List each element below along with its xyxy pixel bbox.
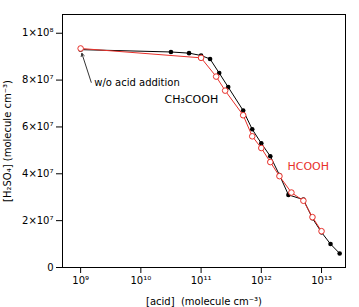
svg-text:[acid] (molecule cm⁻³): [acid] (molecule cm⁻³) bbox=[146, 296, 262, 307]
svg-text:10⁹: 10⁹ bbox=[72, 275, 89, 286]
svg-text:10¹²: 10¹² bbox=[251, 275, 272, 286]
svg-text:10¹¹: 10¹¹ bbox=[191, 275, 212, 286]
svg-text:6×10⁷: 6×10⁷ bbox=[22, 121, 53, 132]
svg-text:w/o acid addition: w/o acid addition bbox=[94, 77, 180, 88]
svg-text:8×10⁷: 8×10⁷ bbox=[22, 74, 53, 85]
svg-text:1×10⁸: 1×10⁸ bbox=[22, 27, 53, 38]
svg-text:[H₂SO₄] (molecule cm⁻³): [H₂SO₄] (molecule cm⁻³) bbox=[2, 80, 13, 202]
svg-text:CH₃COOH: CH₃COOH bbox=[165, 93, 219, 106]
svg-text:HCOOH: HCOOH bbox=[287, 160, 329, 173]
svg-text:4×10⁷: 4×10⁷ bbox=[22, 168, 53, 179]
svg-text:10¹⁰: 10¹⁰ bbox=[130, 275, 151, 286]
svg-text:2×10⁷: 2×10⁷ bbox=[22, 215, 53, 226]
svg-text:10¹³: 10¹³ bbox=[311, 275, 332, 286]
svg-text:0: 0 bbox=[47, 262, 53, 273]
